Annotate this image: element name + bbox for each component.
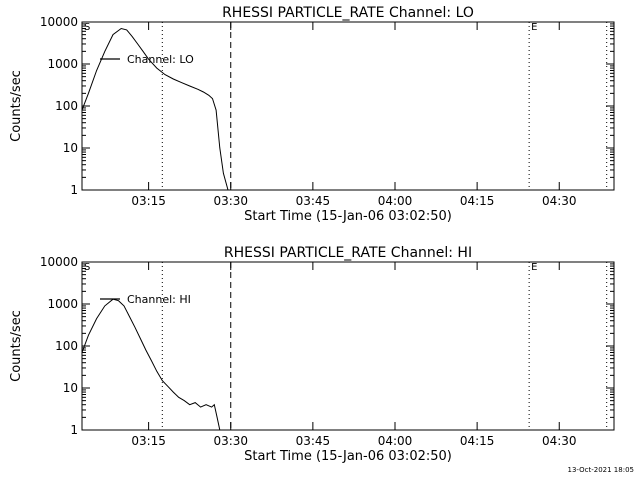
x-tick-label: 04:30	[542, 194, 577, 208]
x-axis-label: Start Time (15-Jan-06 03:02:50)	[244, 449, 452, 464]
x-tick-label: 03:15	[131, 194, 166, 208]
y-tick-label: 1	[70, 423, 78, 437]
plot-frame	[81, 21, 615, 191]
chart-title: RHESSI PARTICLE_RATE Channel: HI	[224, 245, 472, 261]
y-tick-label: 1000	[47, 57, 78, 71]
marker-label: E	[531, 262, 537, 273]
x-tick-label: 04:15	[460, 434, 495, 448]
x-tick-label: 04:00	[378, 194, 413, 208]
y-axis-label: Counts/sec	[9, 70, 24, 142]
marker-label: E	[531, 22, 537, 33]
y-axis-label: Counts/sec	[9, 310, 24, 382]
series-line	[81, 27, 229, 191]
y-tick-label: 1000	[47, 297, 78, 311]
series-line	[81, 298, 221, 431]
footer-timestamp: 13-Oct-2021 18:05	[567, 466, 634, 474]
marker-label: S	[84, 22, 90, 33]
y-tick-label: 10	[63, 381, 78, 395]
legend-label: Channel: LO	[127, 53, 194, 66]
y-tick-label: 1	[70, 183, 78, 197]
y-tick-label: 10	[63, 141, 78, 155]
x-tick-label: 03:30	[213, 434, 248, 448]
y-tick-label: 10000	[40, 15, 78, 29]
x-tick-label: 03:45	[296, 194, 331, 208]
y-tick-label: 100	[55, 99, 78, 113]
y-tick-label: 10000	[40, 255, 78, 269]
x-tick-label: 04:00	[378, 434, 413, 448]
marker-label: S	[84, 262, 90, 273]
legend-label: Channel: HI	[127, 293, 191, 306]
chart-panel-1: RHESSI PARTICLE_RATE Channel: HI S E 03:15 0…	[9, 245, 615, 464]
x-tick-label: 04:15	[460, 194, 495, 208]
x-tick-label: 03:15	[131, 434, 166, 448]
x-tick-label: 03:45	[296, 434, 331, 448]
x-tick-label: 03:30	[213, 194, 248, 208]
plot-frame	[81, 261, 615, 431]
x-axis-label: Start Time (15-Jan-06 03:02:50)	[244, 209, 452, 224]
y-tick-label: 100	[55, 339, 78, 353]
chart-title: RHESSI PARTICLE_RATE Channel: LO	[222, 5, 474, 21]
chart-panel-0: RHESSI PARTICLE_RATE Channel: LO S E 03:15 0…	[9, 5, 615, 224]
x-tick-label: 04:30	[542, 434, 577, 448]
